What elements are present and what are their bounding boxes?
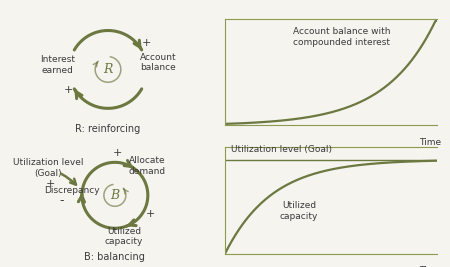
Text: Discrepancy: Discrepancy	[44, 186, 100, 195]
Text: R: R	[104, 63, 112, 76]
Text: Utilization level (Goal): Utilization level (Goal)	[231, 145, 333, 154]
Text: B: B	[110, 189, 119, 202]
Text: Account
balance: Account balance	[140, 53, 177, 72]
Text: Interest
earned: Interest earned	[40, 55, 75, 74]
Text: +: +	[146, 209, 155, 219]
Text: B: balancing: B: balancing	[85, 252, 145, 262]
Text: -: -	[59, 194, 64, 207]
Text: +: +	[112, 148, 122, 158]
Text: Allocate
demand: Allocate demand	[129, 156, 166, 176]
Text: Account balance with
compounded interest: Account balance with compounded interest	[292, 27, 390, 47]
Text: +: +	[142, 38, 151, 48]
Text: Utilized
capacity: Utilized capacity	[280, 201, 318, 221]
Text: +: +	[64, 85, 73, 95]
Text: +: +	[46, 179, 55, 189]
Text: R: reinforcing: R: reinforcing	[76, 124, 140, 134]
Text: Utilized
capacity: Utilized capacity	[105, 227, 143, 246]
Text: Utilization level
(Goal): Utilization level (Goal)	[13, 158, 84, 178]
Text: Time: Time	[418, 266, 441, 267]
Text: Time: Time	[418, 138, 441, 147]
